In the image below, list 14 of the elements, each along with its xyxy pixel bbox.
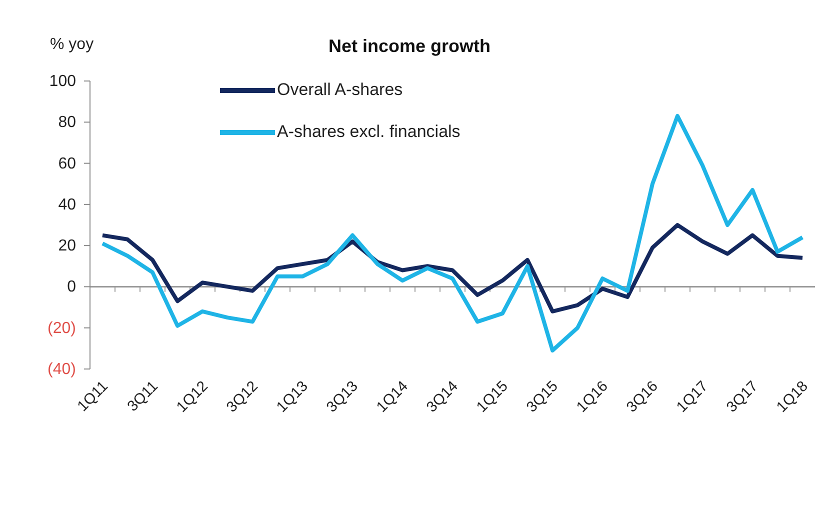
chart-title: Net income growth	[328, 36, 490, 56]
legend-label: A-shares excl. financials	[277, 122, 460, 142]
y-tick-label: 20	[58, 238, 76, 255]
line-series	[100, 114, 804, 352]
line-series	[100, 223, 804, 314]
y-tick-label: 80	[58, 114, 76, 132]
y-axis-title: % yoy	[50, 36, 94, 54]
y-tick-label: (20)	[48, 320, 76, 337]
y-tick-label: 0	[67, 278, 76, 296]
legend-label: Overall A-shares	[277, 80, 403, 100]
y-tick-label: (40)	[48, 361, 76, 378]
y-tick-label: 60	[58, 155, 76, 172]
y-tick-label: 40	[58, 196, 76, 214]
y-tick-label: 100	[49, 73, 76, 90]
